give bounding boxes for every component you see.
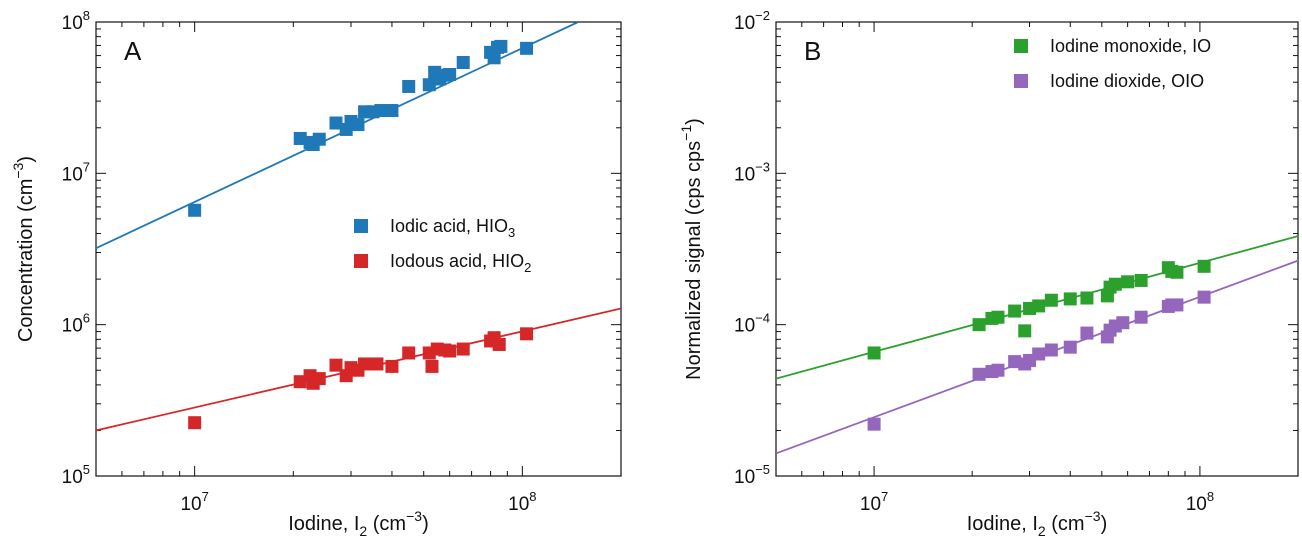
data-point [1116,316,1130,330]
data-point [443,344,457,358]
legend-swatch [354,254,368,268]
data-point [991,363,1005,377]
y-tick-label: 108 [62,8,90,34]
data-point [293,131,307,145]
x-tick-label: 107 [180,489,208,515]
data-point [1121,275,1135,289]
legend-swatch [1014,74,1028,88]
data-point [374,104,388,118]
plot-area [776,235,1298,455]
data-point [402,346,416,360]
y-tick-label: 10−3 [734,159,770,185]
legend: Iodic acid, HIO3 Iodous acid, HIO2 [354,216,531,275]
data-point [1063,292,1077,306]
data-point [492,337,506,351]
data-point [188,416,202,430]
data-point [385,104,399,118]
series-1 [96,22,579,250]
data-point [422,78,436,92]
data-point [351,118,365,132]
legend-item: Iodine dioxide, OIO [1014,71,1204,91]
legend-swatch [354,219,368,233]
y-tick-label: 10−4 [734,311,770,337]
data-point [456,55,470,69]
legend-label: Iodic acid, HIO3 [390,216,515,240]
data-point [867,417,881,431]
data-point [1108,277,1122,291]
legend-label: Iodous acid, HIO2 [390,251,531,275]
y-tick-label: 106 [62,311,90,337]
data-point [293,375,307,389]
data-point [1134,273,1148,287]
data-point [1063,340,1077,354]
data-point [188,203,202,217]
panel-a: 107 108 105 106 107 108 Iodine, I2 (cm−3) Conce… [10,8,622,539]
data-point [385,359,399,373]
data-point [1032,347,1046,361]
x-tick-label: 107 [860,489,888,515]
data-point [1080,291,1094,305]
data-point [1134,310,1148,324]
series-2 [96,307,621,432]
y-tick-label: 107 [62,159,90,185]
legend-label: Iodine monoxide, IO [1050,36,1211,56]
x-axis-label: Iodine, I2 (cm−3) [967,508,1108,539]
data-point [456,342,470,356]
data-point [425,359,439,373]
panel-label: A [124,36,142,66]
y-tick-label: 10−5 [734,462,770,488]
data-point [520,327,534,341]
data-point [972,318,986,332]
x-axis-label: Iodine, I2 (cm−3) [288,508,429,539]
data-point [358,357,372,371]
data-point [1197,290,1211,304]
series-1 [776,235,1298,380]
y-axis-label: Normalized signal (cps cps−1) [678,118,705,380]
panel-b: 107 108 10−5 10−4 10−3 10−2 Iodine, I2 (cm−3) N… [678,8,1299,539]
data-point [867,346,881,360]
data-point [312,372,326,386]
panel-label: B [804,36,821,66]
data-point [1008,355,1022,369]
legend: Iodine monoxide, IO Iodine dioxide, OIO [1014,36,1211,91]
y-tick-label: 10−2 [734,8,770,34]
data-point [494,39,508,53]
x-tick-label: 108 [1186,489,1214,515]
data-point [329,358,343,372]
data-point [520,41,534,55]
data-point [402,79,416,93]
plot-area [96,22,621,432]
data-point [1170,298,1184,312]
data-point [1044,293,1058,307]
data-point [487,51,501,65]
data-point [1008,304,1022,318]
data-point [1018,324,1032,338]
series-2 [776,259,1298,455]
y-axis-label: Concentration (cm−3) [10,156,37,342]
data-point [1197,259,1211,273]
fit-line [96,22,579,250]
legend-swatch [1014,39,1028,53]
data-point [991,310,1005,324]
data-point [312,132,326,146]
plot-frame [95,21,622,477]
legend-label: Iodine dioxide, OIO [1050,71,1204,91]
data-point [370,357,384,371]
legend-item: Iodine monoxide, IO [1014,36,1211,56]
data-point [1170,265,1184,279]
data-point [329,116,343,130]
x-tick-label: 108 [508,489,536,515]
y-tick-label: 105 [62,462,90,488]
data-point [1044,343,1058,357]
plot-frame [775,21,1299,477]
legend-item: Iodic acid, HIO3 [354,216,515,240]
data-point [1080,326,1094,340]
data-point [443,67,457,81]
data-point [972,367,986,381]
legend-item: Iodous acid, HIO2 [354,251,531,275]
data-point [1032,299,1046,313]
